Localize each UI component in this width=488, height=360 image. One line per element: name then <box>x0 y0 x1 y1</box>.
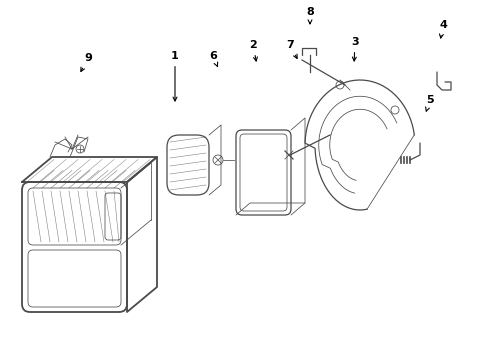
Text: 9: 9 <box>81 53 92 71</box>
Text: 3: 3 <box>350 37 358 61</box>
Text: 5: 5 <box>425 95 433 111</box>
Text: 6: 6 <box>209 51 217 67</box>
Text: 8: 8 <box>305 7 313 24</box>
Text: 7: 7 <box>285 40 297 58</box>
Text: 2: 2 <box>248 40 257 61</box>
Text: 1: 1 <box>171 51 179 101</box>
Text: 4: 4 <box>438 20 446 38</box>
